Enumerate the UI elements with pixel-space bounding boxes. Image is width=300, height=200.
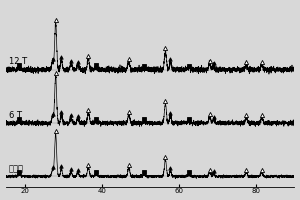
Text: 无外场: 无外场 [9, 164, 24, 173]
Text: 12 T: 12 T [9, 57, 27, 66]
Text: 6 T: 6 T [9, 111, 22, 120]
